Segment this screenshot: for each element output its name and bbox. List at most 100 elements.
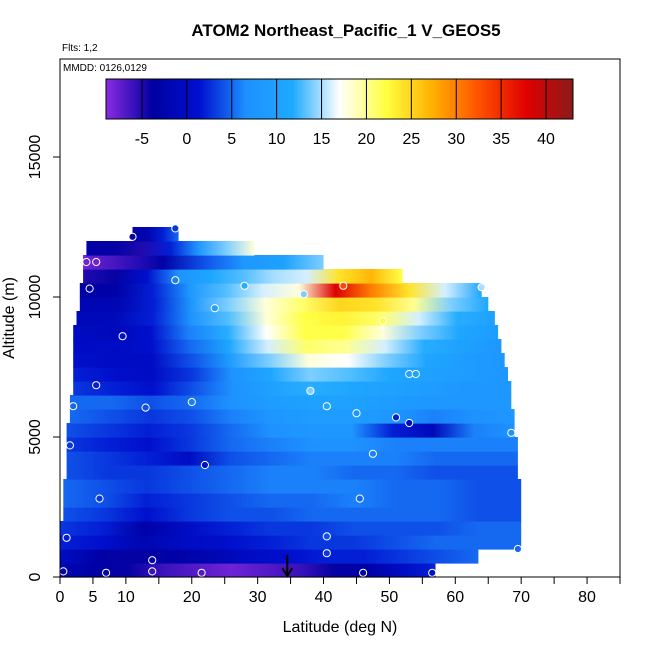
heatmap-band	[83, 269, 403, 284]
observation-point	[299, 290, 308, 299]
observation-point	[355, 494, 364, 503]
observation-point	[102, 568, 111, 577]
observation-point	[59, 567, 68, 576]
observation-point	[322, 402, 331, 411]
heatmap-band	[76, 311, 495, 326]
heatmap-band	[69, 409, 515, 424]
observation-point	[513, 544, 523, 554]
observation-point	[391, 413, 401, 422]
x-tick-label: 5	[88, 589, 97, 606]
observation-point	[92, 381, 101, 390]
colorbar-ramp	[105, 78, 574, 120]
y-axis-label: Altitude (m)	[1, 277, 18, 359]
observation-point	[322, 532, 331, 541]
colorbar-tick-label: 5	[227, 131, 236, 148]
colorbar-tick-label: 30	[447, 131, 465, 148]
observation-point	[339, 281, 348, 290]
observation-point	[69, 402, 78, 411]
y-axis: 0 5000 10000 15000	[27, 135, 60, 581]
observation-point	[359, 568, 368, 577]
observation-point	[187, 397, 196, 407]
heatmap-band	[63, 479, 522, 494]
heatmap-band	[63, 507, 522, 522]
heatmap-band	[86, 241, 255, 256]
observation-point	[322, 549, 331, 558]
observation-point	[477, 283, 486, 292]
observation-point	[128, 232, 137, 241]
heatmap-band	[79, 297, 489, 312]
observation-point	[148, 567, 157, 576]
heatmap-band	[66, 451, 518, 466]
x-tick-label: 80	[578, 589, 596, 606]
x-tick-label: 30	[249, 589, 267, 606]
heatmap-band	[66, 465, 518, 480]
observation-point	[118, 332, 127, 341]
observation-point	[171, 224, 180, 233]
colorbar-tick-label: 0	[182, 131, 191, 148]
heatmap-band	[83, 255, 324, 270]
heatmap-bands	[60, 227, 522, 578]
heatmap-band	[73, 367, 508, 382]
x-axis-label: Latitude (deg N)	[283, 619, 398, 636]
colorbar: -5 0 5 10 15 20 25 30 35 40	[105, 78, 574, 148]
observation-point	[82, 257, 91, 267]
heatmap-band	[60, 549, 479, 564]
colorbar-tick-label: 25	[402, 131, 420, 148]
observation-point	[411, 369, 420, 379]
dates-note: MMDD: 0126,0129	[63, 63, 147, 74]
observation-point	[171, 276, 180, 285]
heatmap-band	[63, 493, 522, 508]
heatmap-band	[66, 437, 518, 452]
heatmap-band	[66, 423, 515, 438]
observation-point	[141, 403, 150, 412]
observation-point	[368, 449, 377, 458]
heatmap-band	[73, 353, 505, 368]
observation-point	[62, 533, 71, 542]
observation-point	[210, 304, 219, 313]
arrow-head	[281, 567, 294, 578]
heatmap-band	[79, 283, 482, 298]
x-tick-label: 50	[381, 589, 399, 606]
observation-point	[65, 441, 75, 450]
x-tick-label: 40	[315, 589, 333, 606]
x-axis: 0 5 10 20 30 40 50 60 70 80	[56, 577, 621, 606]
colorbar-tick-label: 40	[537, 131, 555, 148]
heatmap-band	[73, 325, 499, 340]
heatmap-band	[69, 395, 512, 410]
observation-point	[507, 428, 516, 437]
y-tick-label: 10000	[27, 275, 44, 320]
heatmap-band	[73, 339, 502, 354]
colorbar-tick-label: 35	[492, 131, 510, 148]
observation-point	[200, 460, 209, 470]
annotations	[281, 554, 294, 578]
observation-point	[95, 494, 104, 503]
heatmap-band	[60, 521, 522, 536]
observation-point	[405, 418, 414, 428]
observation-point	[197, 568, 206, 577]
observation-point	[378, 316, 387, 325]
heatmap-band	[132, 227, 179, 242]
colorbar-tick-label: 20	[358, 131, 376, 148]
observation-point	[148, 556, 157, 565]
observation-point	[352, 409, 361, 418]
x-tick-label: 0	[56, 589, 65, 606]
y-tick-label: 0	[27, 572, 44, 581]
plot-frame	[59, 58, 621, 578]
chart-title: ATOM2 Northeast_Pacific_1 V_GEOS5	[191, 21, 500, 40]
observation-point	[306, 386, 315, 395]
x-tick-label: 70	[512, 589, 530, 606]
colorbar-tick-label: -5	[135, 131, 149, 148]
y-tick-label: 5000	[27, 419, 44, 455]
y-tick-label: 15000	[27, 135, 44, 180]
heatmap-band	[60, 563, 436, 578]
colorbar-tick-label: 10	[268, 131, 286, 148]
x-tick-label: 10	[117, 589, 135, 606]
observation-point	[92, 257, 101, 267]
x-tick-label: 60	[446, 589, 464, 606]
x-tick-label: 20	[183, 589, 201, 606]
observation-point	[428, 568, 437, 577]
heatmap-band	[73, 381, 512, 396]
observation-point	[85, 284, 94, 293]
observation-points	[59, 224, 523, 577]
